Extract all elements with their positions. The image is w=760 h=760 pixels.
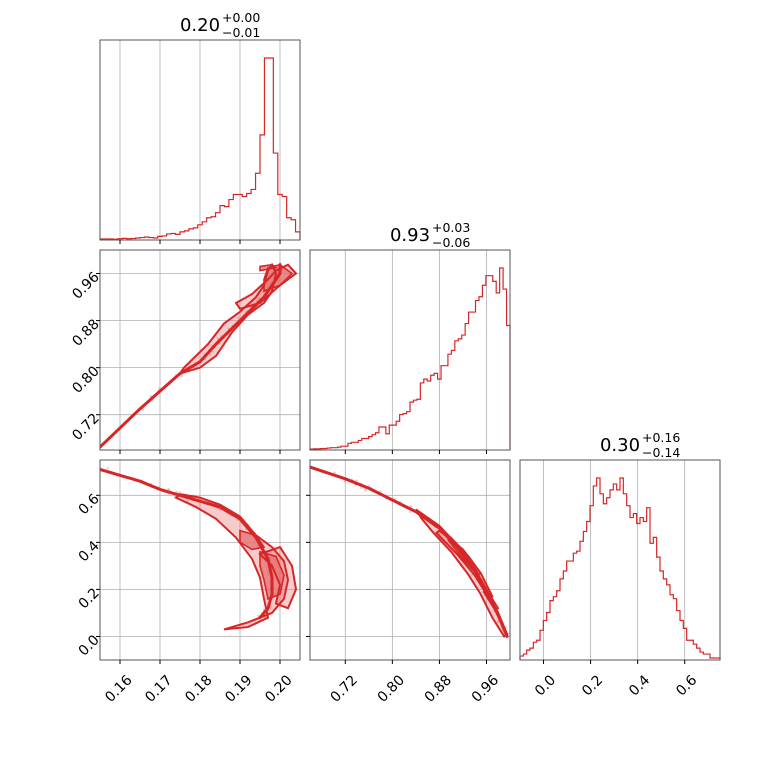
contour-outer-2 [234,263,298,310]
histogram-layer [99,57,721,660]
histogram-param-2 [309,267,511,450]
scatter-point [359,486,363,489]
panel-frame-3-2 [309,459,511,661]
panel-frame-3-3 [519,459,721,661]
contour-outer-2 [258,545,298,610]
xtick-label-param-1: 0.19 [222,672,255,705]
contour-inner-1 [447,536,482,577]
scatter-point [175,490,178,494]
title-param-3: 0.30 [600,435,640,456]
xtick-label-param-1: 0.16 [102,672,135,705]
scatter-point [211,350,214,353]
xtick-label-param-3: 0.6 [673,672,700,699]
panel-bg-3-2 [310,460,510,660]
title-param-2-minus: −0.06 [432,235,470,250]
scatter-point [236,316,240,319]
histogram-param-3 [519,477,721,660]
xtick-label-param-3: 0.0 [532,672,559,699]
scatter-point [167,487,170,491]
ytick-label-param-2: 0.80 [69,363,102,396]
title-param-1-plus: +0.00 [222,10,260,25]
ridge-1-3 [100,467,274,620]
contour-inner-2 [482,588,500,612]
xtick-label-param-2: 0.88 [422,672,455,705]
scatter-point [158,387,161,390]
title-param-1-minus: −0.01 [222,25,260,40]
scatter-point [216,337,220,340]
ytick-label-param-2: 0.72 [69,410,102,443]
contour-inner-1 [259,550,285,600]
contour-inner-2 [239,529,266,551]
panel-bg-3-3 [520,460,720,660]
scatter-point [364,489,368,492]
scatter-point [409,510,412,514]
ridge-1-2 [100,263,282,449]
title-param-3-minus: −0.14 [642,445,680,460]
contour-inner-1 [263,263,294,293]
xtick-label-param-1: 0.17 [142,672,175,705]
xtick-label-param-2: 0.80 [375,672,408,705]
xtick-label-param-1: 0.20 [262,672,295,705]
scatter-point [180,374,183,378]
panel-backgrounds [100,40,720,660]
title-param-3-plus: +0.16 [642,430,680,445]
ridge-2-3 [310,465,509,638]
contour-inner-2 [259,263,278,272]
panel-frame-2-2 [309,249,511,451]
scatter-point [333,471,336,474]
contour-line-layer [100,262,509,638]
scatter-point [355,479,358,482]
ytick-label-param-2: 0.88 [69,316,102,349]
title-param-2: 0.93 [390,225,430,246]
histogram-param-1 [99,57,301,240]
contour-outer-1 [415,508,509,638]
scatter-point [106,467,109,470]
xtick-label-param-1: 0.18 [182,672,215,705]
title-param-1: 0.20 [180,15,220,36]
scatter-point [258,297,261,300]
title-param-2-plus: +0.03 [432,220,470,235]
panel-bg-2-2 [310,250,510,450]
xtick-label-param-2: 0.72 [328,672,361,705]
ytick-label-param-2: 0.96 [69,269,102,302]
scatter-point [186,499,189,502]
contour-outer-1 [174,493,290,631]
contours-2-3 [310,465,509,638]
scatter-point [343,480,346,483]
xtick-label-param-2: 0.96 [469,672,502,705]
scatter-point [141,408,145,411]
scatter-point [257,614,260,618]
scatter-point [208,353,212,356]
xtick-label-param-3: 0.4 [626,672,653,699]
contours-1-3 [100,467,298,631]
xtick-label-param-3: 0.2 [579,672,606,699]
contours-1-2 [100,262,298,449]
contour-fill-inner-2 [240,530,264,550]
